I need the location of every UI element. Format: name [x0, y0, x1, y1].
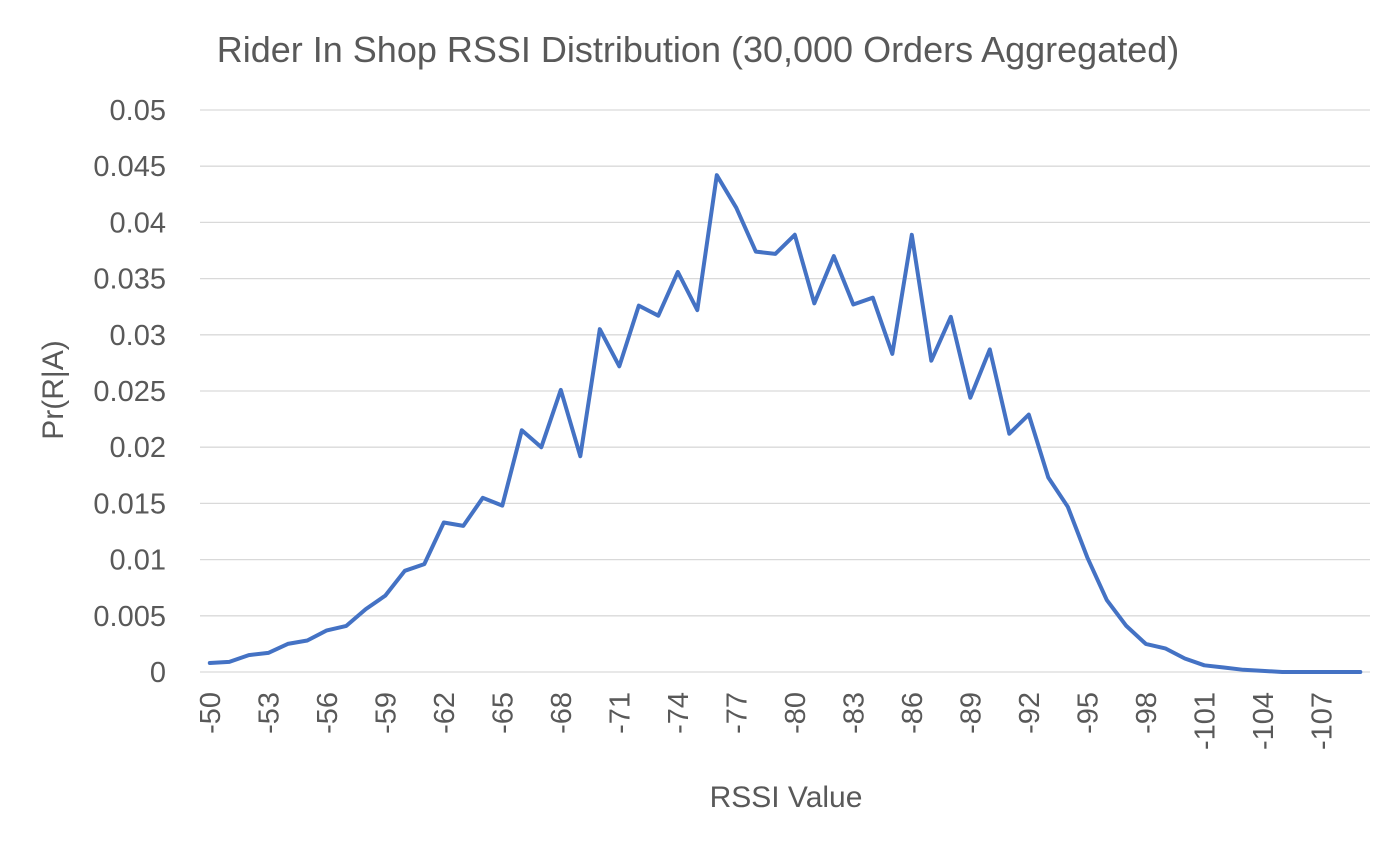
x-tick-label: -53	[253, 692, 285, 734]
x-tick-label: -89	[955, 692, 987, 734]
series-line-0	[207, 173, 1363, 674]
y-tick-label: 0.01	[110, 545, 166, 577]
y-tick-label: 0.05	[110, 95, 166, 127]
y-axis-title: Pr(R|A)	[37, 340, 70, 439]
x-tick-label: -86	[897, 692, 929, 734]
x-tick-label: -77	[721, 692, 753, 734]
x-axis-ticks: -50 -53 -56 -59 -62 -65 -68 -71 -74 -77 -80 -83 -86-…	[195, 692, 1339, 750]
x-tick-label: -92	[1014, 692, 1046, 734]
x-tick-label: -62	[429, 692, 461, 734]
x-tick-label: -56	[312, 692, 344, 734]
x-tick-label: -50	[195, 692, 227, 734]
x-tick-label: -80	[780, 692, 812, 734]
x-tick-label: -95	[1072, 692, 1104, 734]
y-tick-label: 0.04	[110, 207, 166, 239]
y-tick-label: 0.015	[93, 488, 166, 520]
x-tick-label: -104	[1248, 692, 1280, 750]
x-tick-label: -68	[546, 692, 578, 734]
y-axis-ticks: 0 0.005 0.01 0.015 0.02 0.025 0.03 0.035 0.04 0.0…	[93, 95, 166, 689]
y-tick-label: 0.045	[93, 151, 166, 183]
x-tick-label: -65	[487, 692, 519, 734]
gridlines	[200, 109, 1370, 673]
chart-title: Rider In Shop RSSI Distribution (30,000 …	[217, 29, 1180, 70]
y-tick-label: 0.035	[93, 264, 166, 296]
x-tick-label: -83	[838, 692, 870, 734]
x-tick-label: -74	[663, 692, 695, 734]
y-tick-label: 0.025	[93, 376, 166, 408]
x-tick-label: -101	[1189, 692, 1221, 750]
y-tick-label: 0.02	[110, 432, 166, 464]
y-tick-label: 0	[150, 657, 166, 689]
y-tick-label: 0.03	[110, 320, 166, 352]
series-layer	[207, 173, 1363, 674]
x-tick-label: -98	[1131, 692, 1163, 734]
x-axis-title: RSSI Value	[710, 781, 863, 814]
x-tick-label: -107	[1306, 692, 1338, 750]
x-tick-label: -59	[370, 692, 402, 734]
x-tick-label: -71	[604, 692, 636, 734]
y-tick-label: 0.005	[93, 601, 166, 633]
